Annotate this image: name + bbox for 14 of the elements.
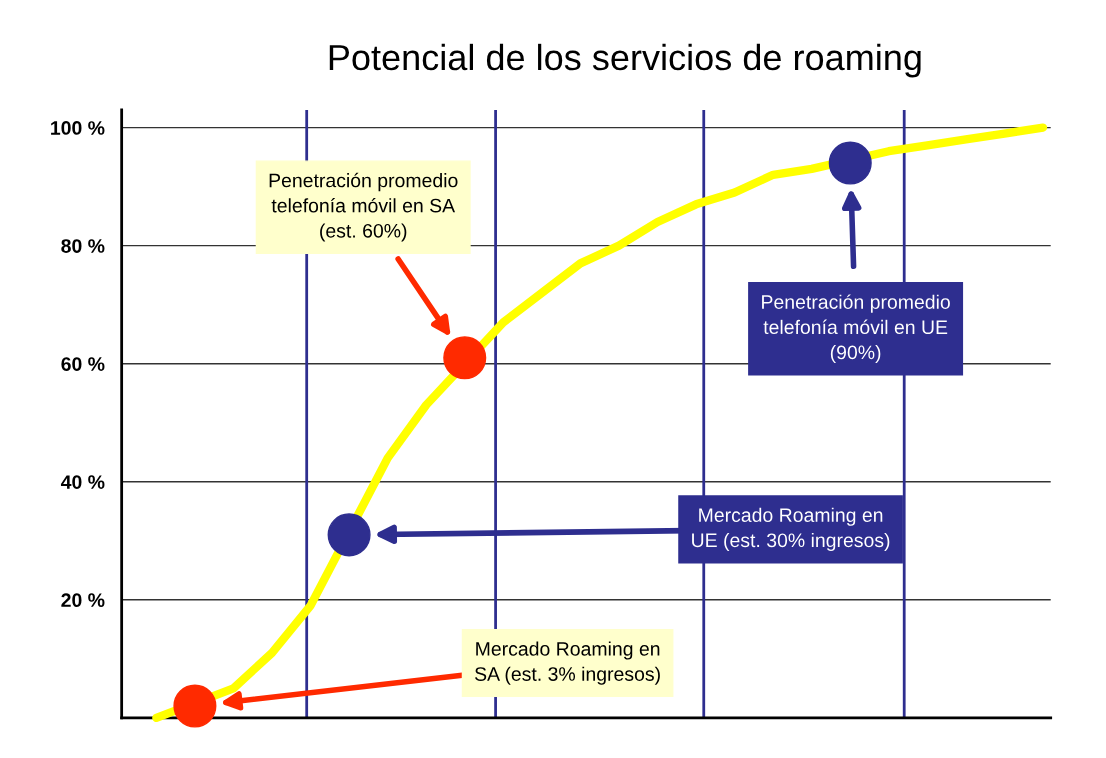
point	[828, 141, 872, 185]
chart-title: Potencial de los servicios de roaming	[329, 43, 921, 78]
y-tick-label: 100 %	[51, 121, 105, 135]
annotation: Mercado Roaming en UE (est. 30% ingresos)	[692, 507, 890, 552]
point	[443, 336, 487, 380]
y-tick-label: 20 %	[61, 593, 105, 608]
y-tick-label: 80 %	[61, 239, 105, 253]
annotation: Penetración promedio telefonía móvil en UE (90%)	[762, 294, 950, 364]
point	[327, 513, 371, 557]
y-tick-label: 60 %	[61, 357, 105, 371]
annotation: Mercado Roaming en SA (est. 3% ingresos)	[475, 641, 660, 685]
point	[173, 684, 217, 728]
y-tick-label: 40 %	[60, 475, 105, 489]
annotation: Penetración promedio telefonía móvil en SA (est. 60%)	[269, 172, 458, 242]
